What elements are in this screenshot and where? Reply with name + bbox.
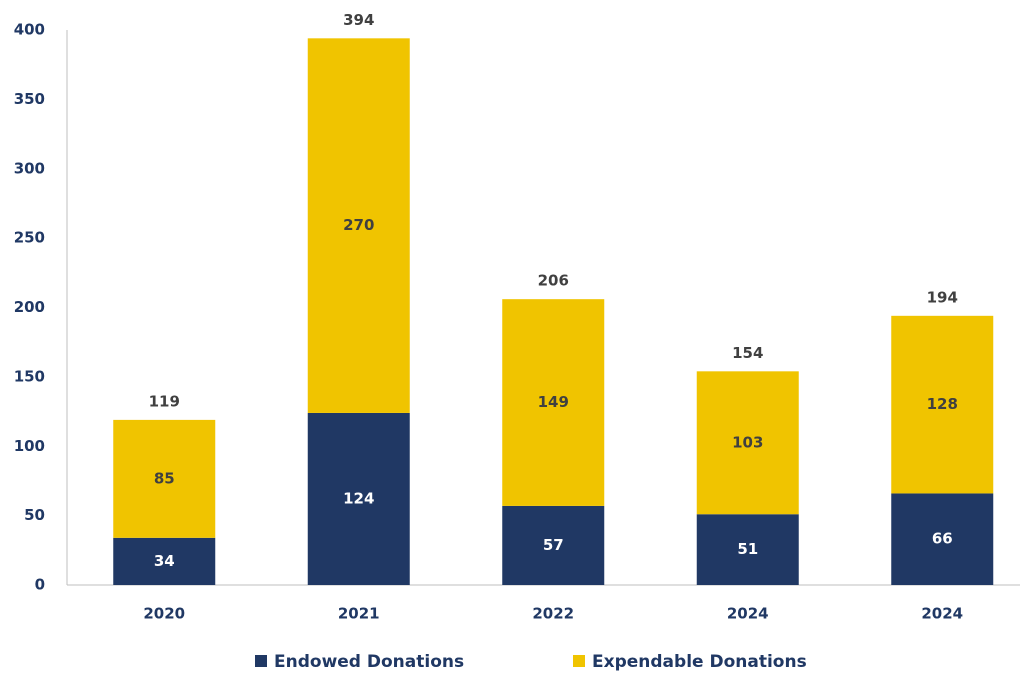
data-label: 66 bbox=[932, 530, 953, 548]
total-label: 206 bbox=[538, 272, 569, 290]
data-label: 85 bbox=[154, 469, 175, 487]
legend-label: Endowed Donations bbox=[274, 652, 464, 672]
legend-swatch bbox=[573, 655, 585, 667]
y-tick-label: 100 bbox=[14, 437, 45, 455]
x-tick-label: 2022 bbox=[532, 605, 574, 623]
data-label: 103 bbox=[732, 433, 763, 451]
legend-swatch bbox=[255, 655, 267, 667]
total-label: 119 bbox=[149, 392, 180, 410]
bar-segment bbox=[113, 419, 216, 538]
total-label: 394 bbox=[343, 11, 374, 29]
total-label: 154 bbox=[732, 344, 763, 362]
bar-segment bbox=[502, 505, 605, 585]
y-tick-label: 150 bbox=[14, 367, 45, 385]
bar-segment bbox=[307, 412, 410, 585]
x-tick-label: 2021 bbox=[338, 605, 380, 623]
bar-segment bbox=[502, 299, 605, 506]
y-tick-label: 250 bbox=[14, 229, 45, 247]
x-tick-label: 2024 bbox=[921, 605, 963, 623]
bar-segment bbox=[696, 514, 799, 585]
data-label: 124 bbox=[343, 489, 374, 507]
bar-segment bbox=[891, 493, 994, 585]
data-label: 149 bbox=[538, 393, 569, 411]
bar-segment bbox=[307, 38, 410, 413]
data-label: 128 bbox=[927, 395, 958, 413]
bar-segment bbox=[113, 537, 216, 585]
y-tick-label: 400 bbox=[14, 21, 45, 39]
y-tick-label: 50 bbox=[24, 506, 45, 524]
bar-segment bbox=[696, 371, 799, 515]
total-label: 194 bbox=[927, 288, 958, 306]
x-tick-label: 2020 bbox=[143, 605, 185, 623]
y-tick-label: 0 bbox=[35, 576, 45, 594]
data-label: 51 bbox=[737, 540, 758, 558]
bar-segment bbox=[891, 315, 994, 494]
data-label: 270 bbox=[343, 216, 374, 234]
data-label: 34 bbox=[154, 552, 175, 570]
y-tick-label: 300 bbox=[14, 159, 45, 177]
x-tick-label: 2024 bbox=[727, 605, 769, 623]
y-tick-label: 350 bbox=[14, 90, 45, 108]
y-tick-label: 200 bbox=[14, 298, 45, 316]
legend-label: Expendable Donations bbox=[592, 652, 807, 672]
data-label: 57 bbox=[543, 536, 564, 554]
